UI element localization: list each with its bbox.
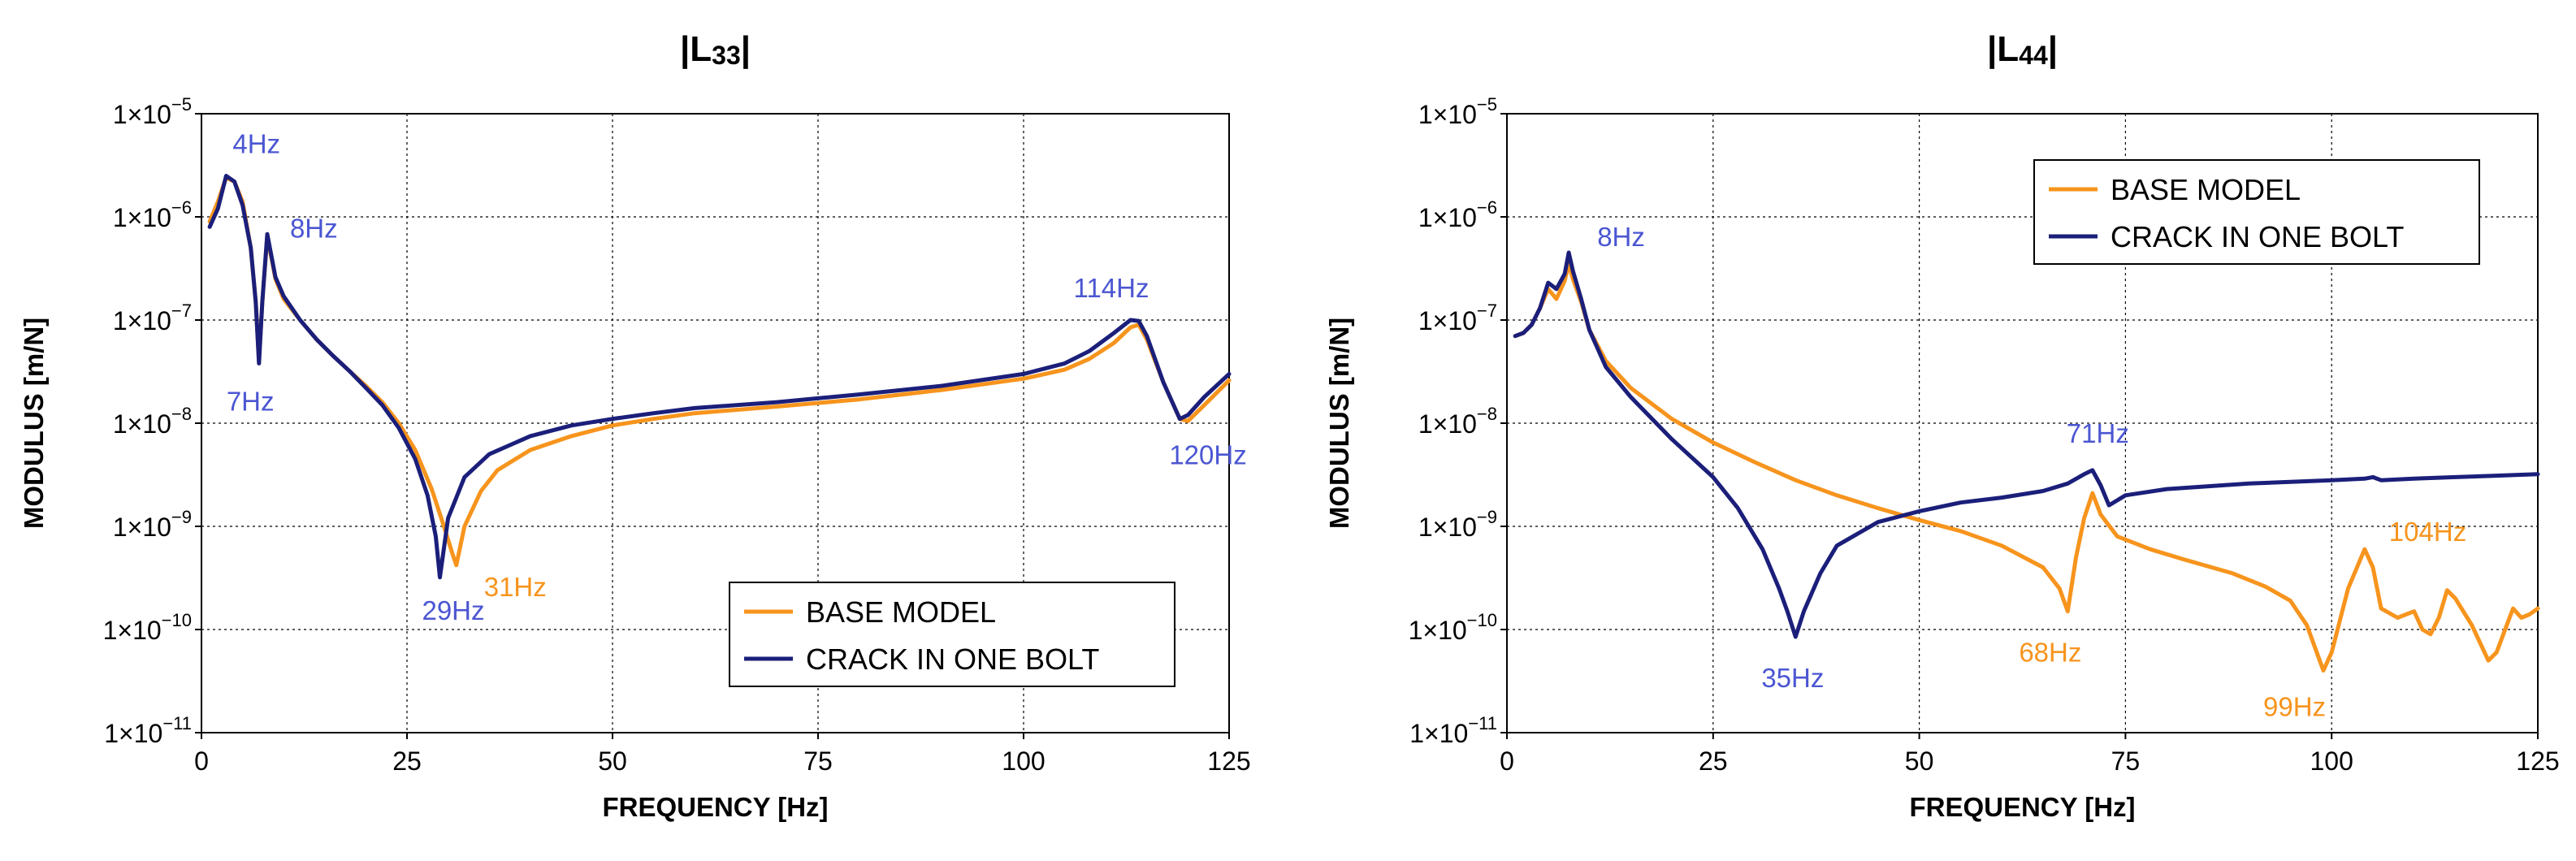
y-tick-label: 1×10−6 [1418,197,1497,232]
x-tick-label: 100 [1002,746,1045,776]
x-tick-label: 25 [392,746,422,776]
chart-1: |L33| 0 25 50 75 100 125 1×10−5 1×10−6 1×10−7 1×10… [19,29,1251,822]
y-tick-label: 1×10−5 [113,94,192,129]
legend-label: CRACK IN ONE BOLT [806,643,1099,676]
peak-annotation: 8Hz [1597,222,1645,252]
peak-annotation: 8Hz [290,213,338,243]
peak-annotation: 104Hz [2389,517,2466,547]
y-tick-label: 1×10−9 [113,507,192,542]
chart-title-letter: L [690,29,712,69]
series-line-base-model [207,175,1232,568]
legend-box [2033,159,2480,265]
legend-label: BASE MODEL [806,595,996,629]
y-tick-label: 1×10−10 [103,610,192,645]
series-line-base-model [1513,262,2540,673]
y-tick-label: 1×10−6 [113,197,192,232]
legend: BASE MODEL CRACK IN ONE BOLT [729,582,1175,687]
y-tick-label: 1×10−5 [1418,94,1497,129]
chart-title-subscript: 44 [2019,41,2048,70]
peak-annotation: 71Hz [2067,418,2129,448]
chart-title: |L33| [680,29,751,70]
series-line-crack-in-one-bolt [207,174,1232,580]
x-axis-label: FREQUENCY [Hz] [602,792,828,822]
x-tick-label: 50 [1905,746,1934,776]
peak-annotation: 7Hz [227,386,275,416]
y-axis-label: MODULUS [m/N] [1324,318,1354,529]
series-line-crack-in-one-bolt [1513,250,2540,639]
legend-box [729,582,1175,687]
x-tick-label: 75 [803,746,833,776]
legend-label: BASE MODEL [2111,173,2301,206]
peak-annotation: 35Hz [1761,663,1824,693]
y-tick-label: 1×10−8 [1418,404,1497,439]
x-axis-label: FREQUENCY [Hz] [1909,792,2135,822]
x-tick-label: 0 [1500,746,1514,776]
legend: BASE MODEL CRACK IN ONE BOLT [2033,159,2480,265]
peak-annotation: 120Hz [1169,440,1246,470]
x-tick-label: 100 [2310,746,2353,776]
y-axis-label: MODULUS [m/N] [19,318,49,529]
chart-title-letter: L [1997,29,2019,69]
legend-label: CRACK IN ONE BOLT [2111,220,2404,253]
y-tick-label: 1×10−11 [104,713,192,748]
peak-annotation: 68Hz [2019,638,2081,668]
chart-2: |L44| 0 25 50 75 100 125 1×10−5 1×10−6 1×10−7 1×10… [1324,29,2560,822]
y-tick-label: 1×10−11 [1409,713,1497,748]
x-tick-label: 0 [194,746,209,776]
peak-annotation: 114Hz [1074,273,1149,303]
x-tick-label: 125 [1207,746,1250,776]
peak-annotation: 4Hz [232,128,280,158]
x-tick-label: 25 [1699,746,1728,776]
y-tick-label: 1×10−7 [113,301,192,335]
y-tick-label: 1×10−10 [1409,610,1497,645]
x-tick-label: 75 [2111,746,2141,776]
chart-title-subscript: 33 [712,41,741,70]
peak-annotation: 31Hz [484,572,547,602]
chart-title: |L44| [1987,29,2058,70]
peak-annotation: 29Hz [422,595,484,625]
y-tick-label: 1×10−9 [1418,507,1497,542]
y-tick-label: 1×10−7 [1418,301,1497,335]
x-tick-label: 50 [598,746,627,776]
x-tick-label: 125 [2516,746,2559,776]
y-tick-label: 1×10−8 [113,404,192,439]
peak-annotation: 99Hz [2263,692,2326,722]
